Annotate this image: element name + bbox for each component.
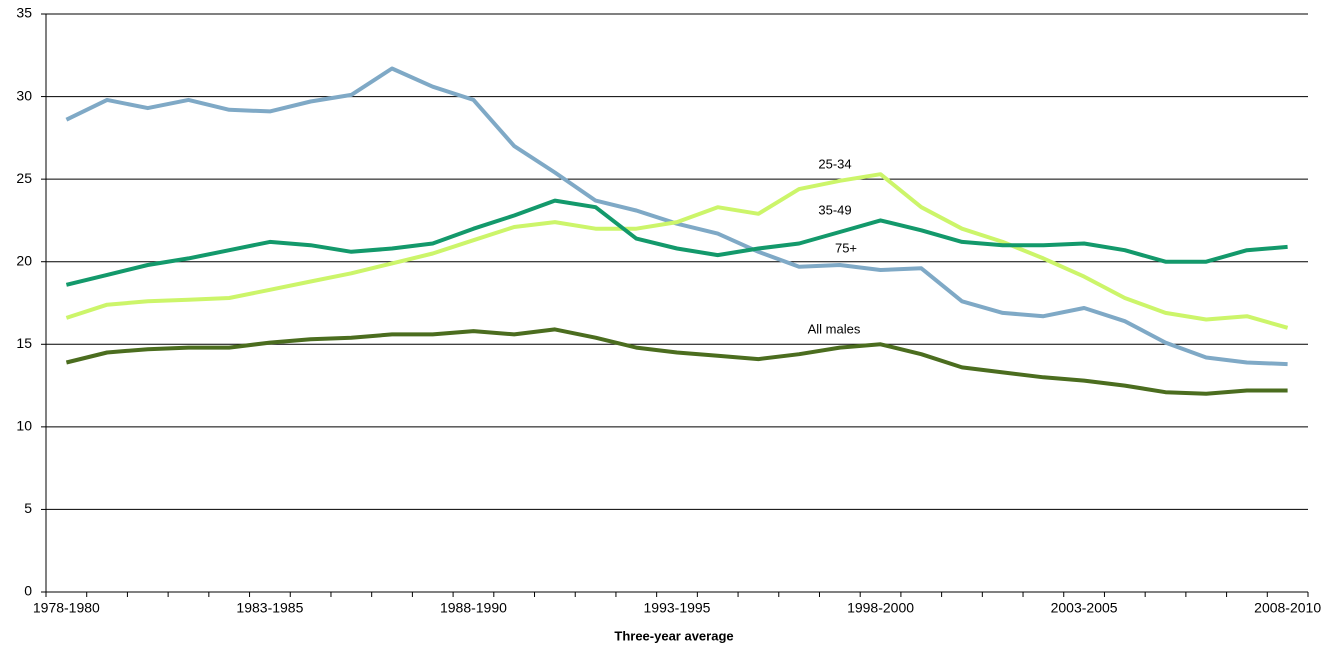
series-label: 35-49 [818, 202, 851, 217]
series-line [65, 172, 1289, 330]
series-line [65, 198, 1288, 287]
series-label: 75+ [835, 240, 857, 255]
y-tick-label: 5 [24, 500, 32, 516]
x-tick-label: 1988-1990 [440, 600, 507, 616]
series-label: All males [808, 321, 861, 336]
x-tick-label: 1983-1985 [236, 600, 303, 616]
series-label: 25-34 [818, 156, 851, 171]
y-tick-label: 25 [16, 170, 32, 186]
y-tick-label: 35 [16, 5, 32, 21]
y-tick-label: 0 [24, 583, 32, 599]
series-line [65, 66, 1288, 367]
x-axis-title: Three-year average [614, 628, 733, 643]
x-tick-label: 1978-1980 [33, 600, 100, 616]
x-tick-label: 1993-1995 [644, 600, 711, 616]
x-tick-label: 2003-2005 [1051, 600, 1118, 616]
y-tick-label: 10 [16, 418, 32, 434]
y-tick-label: 15 [16, 335, 32, 351]
x-tick-label: 1998-2000 [847, 600, 914, 616]
x-tick-label: 2008-2010 [1254, 600, 1321, 616]
series-line [65, 327, 1288, 396]
y-tick-label: 30 [16, 87, 32, 103]
y-tick-label: 20 [16, 252, 32, 268]
